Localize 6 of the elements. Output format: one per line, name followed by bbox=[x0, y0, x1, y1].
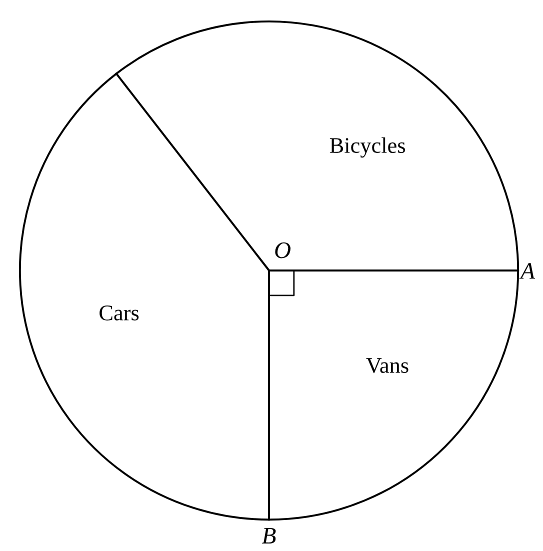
text: A bbox=[519, 263, 536, 279]
slice-label: Bicycles bbox=[330, 137, 405, 158]
text: O bbox=[275, 242, 290, 258]
slice-label: Vans bbox=[366, 358, 408, 374]
text: B bbox=[262, 528, 276, 544]
slice-label: Cars bbox=[100, 306, 139, 320]
